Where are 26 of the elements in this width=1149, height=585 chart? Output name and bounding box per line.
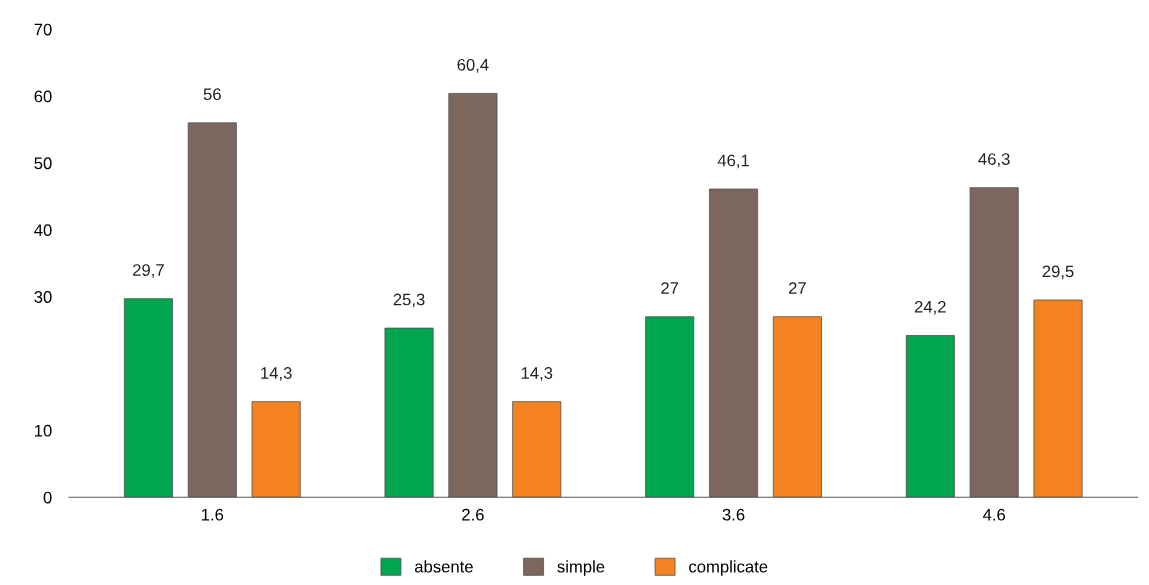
y-tick-label: 10	[35, 424, 52, 437]
x-tick-label: 3.6	[722, 508, 745, 521]
data-label: 14,3	[261, 367, 292, 381]
data-label: 46,1	[717, 154, 749, 169]
y-tick-label: 70	[34, 23, 52, 36]
data-label: 27	[788, 282, 806, 294]
legend-label: absente	[414, 560, 473, 573]
legend-label: simple	[557, 560, 605, 576]
x-tick-label: 4.6	[982, 508, 1006, 521]
y-tick-label: 60	[34, 90, 52, 103]
y-tick-label: 40	[34, 224, 52, 237]
data-label: 29,5	[1042, 265, 1074, 280]
data-label: 60,4	[457, 58, 489, 73]
data-label: 56	[203, 88, 221, 101]
y-tick-label: 50	[34, 157, 52, 170]
data-label: 27	[661, 282, 679, 294]
data-label: 24,2	[914, 300, 946, 315]
data-label: 46,3	[978, 153, 1010, 167]
data-label: 29,7	[133, 264, 164, 278]
data-label: 14,3	[521, 367, 553, 381]
data-label: 25,3	[393, 293, 425, 308]
x-tick-label: 1.6	[201, 508, 224, 521]
y-tick-label: 30	[34, 291, 52, 303]
legend-label: complicate	[689, 560, 768, 576]
x-tick-label: 2.6	[462, 508, 484, 521]
y-tick-label: 0	[43, 491, 52, 504]
